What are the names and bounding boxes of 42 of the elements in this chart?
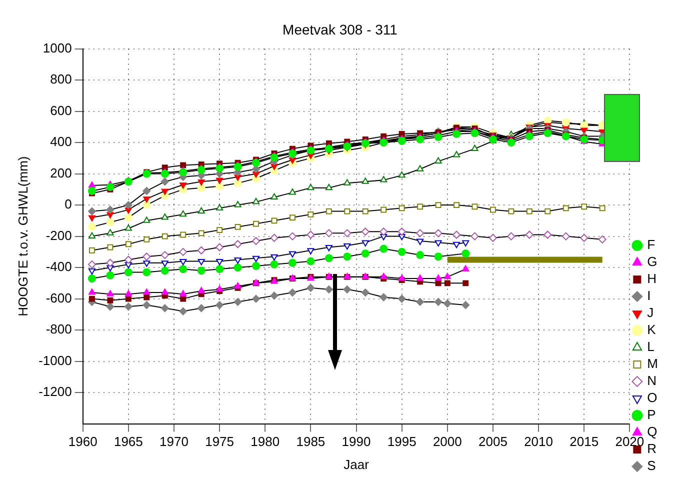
legend-label: H — [647, 271, 657, 286]
x-tick-label: 1960 — [68, 434, 98, 450]
legend-label: L — [647, 339, 654, 354]
y-tick-label: -600 — [46, 290, 72, 306]
x-tick-label: 2005 — [478, 434, 508, 450]
y-tick-label: -1200 — [38, 384, 72, 400]
y-tick-label: 400 — [50, 134, 72, 150]
y-tick-label: 800 — [50, 72, 72, 87]
y-tick-label: 600 — [50, 102, 72, 118]
x-tick-label: 2020 — [615, 434, 644, 450]
x-tick-label: 1985 — [296, 434, 326, 450]
legend-label: I — [647, 288, 651, 304]
y-tick-label: -800 — [46, 322, 72, 337]
x-tick-label: 1990 — [342, 434, 371, 450]
x-tick-label: 1970 — [160, 434, 188, 450]
legend-label: N — [647, 373, 657, 388]
x-tick-label: 2010 — [524, 434, 553, 450]
legend-label: J — [647, 305, 654, 320]
x-tick-label: 1980 — [250, 434, 280, 450]
x-tick-label: 1965 — [114, 434, 143, 450]
y-tick-label: 0 — [64, 196, 72, 212]
chart-title: Meetvak 308 - 311 — [282, 21, 398, 38]
legend-label: R — [647, 441, 657, 456]
y-tick-label: -200 — [46, 228, 72, 243]
y-tick-label: 1000 — [42, 40, 72, 56]
legend-label: K — [647, 322, 656, 338]
x-tick-label: 2000 — [432, 434, 462, 450]
x-tick-label: 1975 — [205, 434, 234, 450]
legend-label: P — [647, 407, 656, 422]
y-tick-label: -1000 — [38, 352, 72, 368]
x-tick-label: 1995 — [387, 434, 416, 450]
legend-label: M — [647, 356, 658, 372]
y-axis-title: HOOGTE t.o.v. GHWL(mm) — [15, 156, 30, 316]
x-axis-title: Jaar — [344, 456, 370, 472]
legend-label: F — [647, 237, 656, 252]
x-tick-label: 2015 — [570, 434, 599, 450]
y-tick-label: -400 — [46, 259, 72, 274]
y-tick-label: 200 — [50, 165, 72, 180]
legend-label: S — [647, 458, 656, 474]
legend-label: Q — [647, 424, 658, 440]
legend-label: O — [647, 390, 658, 406]
legend-label: G — [647, 254, 658, 270]
